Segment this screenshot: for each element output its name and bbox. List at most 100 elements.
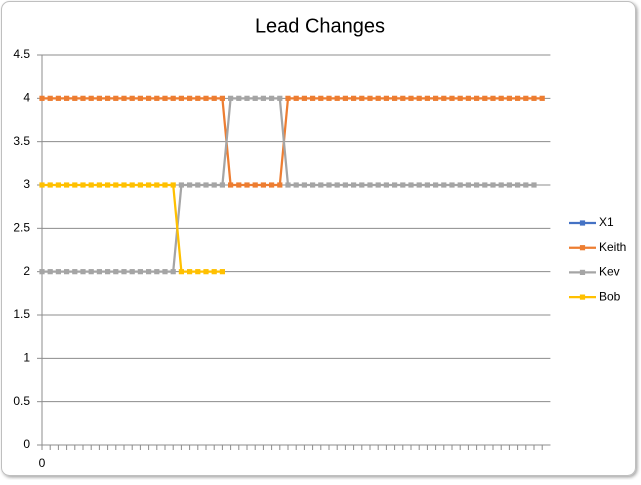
marker (449, 182, 455, 188)
legend-marker (579, 220, 586, 226)
marker (490, 95, 496, 101)
marker (416, 95, 422, 101)
marker (482, 182, 488, 188)
marker (146, 95, 152, 101)
marker (441, 182, 447, 188)
marker (269, 95, 275, 101)
plot (39, 95, 545, 275)
marker (375, 95, 381, 101)
marker (121, 182, 127, 188)
chart-title: Lead Changes (255, 15, 385, 37)
marker (146, 182, 152, 188)
marker (498, 95, 504, 101)
marker (203, 182, 209, 188)
marker (195, 95, 201, 101)
marker (260, 182, 266, 188)
marker (326, 182, 332, 188)
marker (342, 182, 348, 188)
marker (170, 269, 176, 275)
marker (203, 95, 209, 101)
marker (523, 182, 529, 188)
marker (515, 182, 521, 188)
marker (64, 182, 70, 188)
marker (88, 95, 94, 101)
y-tick-label: 4 (23, 91, 30, 105)
marker (178, 269, 184, 275)
y-tick-label: 4.5 (13, 47, 30, 61)
marker (474, 95, 480, 101)
axes: 0 0.5 1 1.5 2 2.5 3 3.5 4 4.5 0 (13, 47, 551, 470)
marker (162, 269, 168, 275)
marker (531, 182, 537, 188)
marker (72, 269, 78, 275)
marker (342, 95, 348, 101)
marker (228, 182, 234, 188)
marker (64, 269, 70, 275)
marker (96, 182, 102, 188)
marker (465, 95, 471, 101)
marker (433, 95, 439, 101)
marker (211, 182, 217, 188)
marker (55, 95, 61, 101)
marker (187, 95, 193, 101)
marker (408, 95, 414, 101)
marker (137, 269, 143, 275)
y-tick-label: 1 (23, 351, 30, 365)
marker (285, 182, 291, 188)
marker (162, 182, 168, 188)
marker (457, 182, 463, 188)
marker (146, 269, 152, 275)
legend-label: X1 (599, 215, 614, 229)
legend-marker (579, 269, 586, 275)
y-tick-label: 1.5 (13, 307, 30, 321)
marker (47, 95, 53, 101)
marker (137, 95, 143, 101)
y-tick-label: 2.5 (13, 221, 30, 235)
marker (400, 95, 406, 101)
marker (39, 95, 45, 101)
marker (154, 95, 160, 101)
marker (367, 182, 373, 188)
marker (187, 182, 193, 188)
marker (219, 95, 225, 101)
marker (252, 182, 258, 188)
marker (457, 95, 463, 101)
marker (359, 182, 365, 188)
legend-label: Kev (599, 265, 620, 279)
marker (351, 182, 357, 188)
marker (178, 95, 184, 101)
marker (482, 95, 488, 101)
marker (293, 95, 299, 101)
marker (424, 95, 430, 101)
marker (129, 95, 135, 101)
marker (88, 182, 94, 188)
marker (96, 95, 102, 101)
y-tick-label: 3 (23, 177, 30, 191)
marker (269, 182, 275, 188)
y-tick-label: 0.5 (13, 394, 30, 408)
marker (113, 269, 119, 275)
marker (408, 182, 414, 188)
marker (178, 182, 184, 188)
marker (301, 182, 307, 188)
marker (392, 95, 398, 101)
marker (416, 182, 422, 188)
marker (96, 269, 102, 275)
marker (310, 95, 316, 101)
marker (80, 95, 86, 101)
marker (236, 182, 242, 188)
marker (506, 95, 512, 101)
marker (424, 182, 430, 188)
marker (277, 182, 283, 188)
marker (72, 182, 78, 188)
marker (326, 95, 332, 101)
marker (211, 95, 217, 101)
marker (392, 182, 398, 188)
legend: X1 Keith Kev Bob (569, 215, 626, 303)
marker (433, 182, 439, 188)
marker (39, 182, 45, 188)
legend-marker (579, 294, 586, 300)
marker (506, 182, 512, 188)
marker (351, 95, 357, 101)
marker (375, 182, 381, 188)
